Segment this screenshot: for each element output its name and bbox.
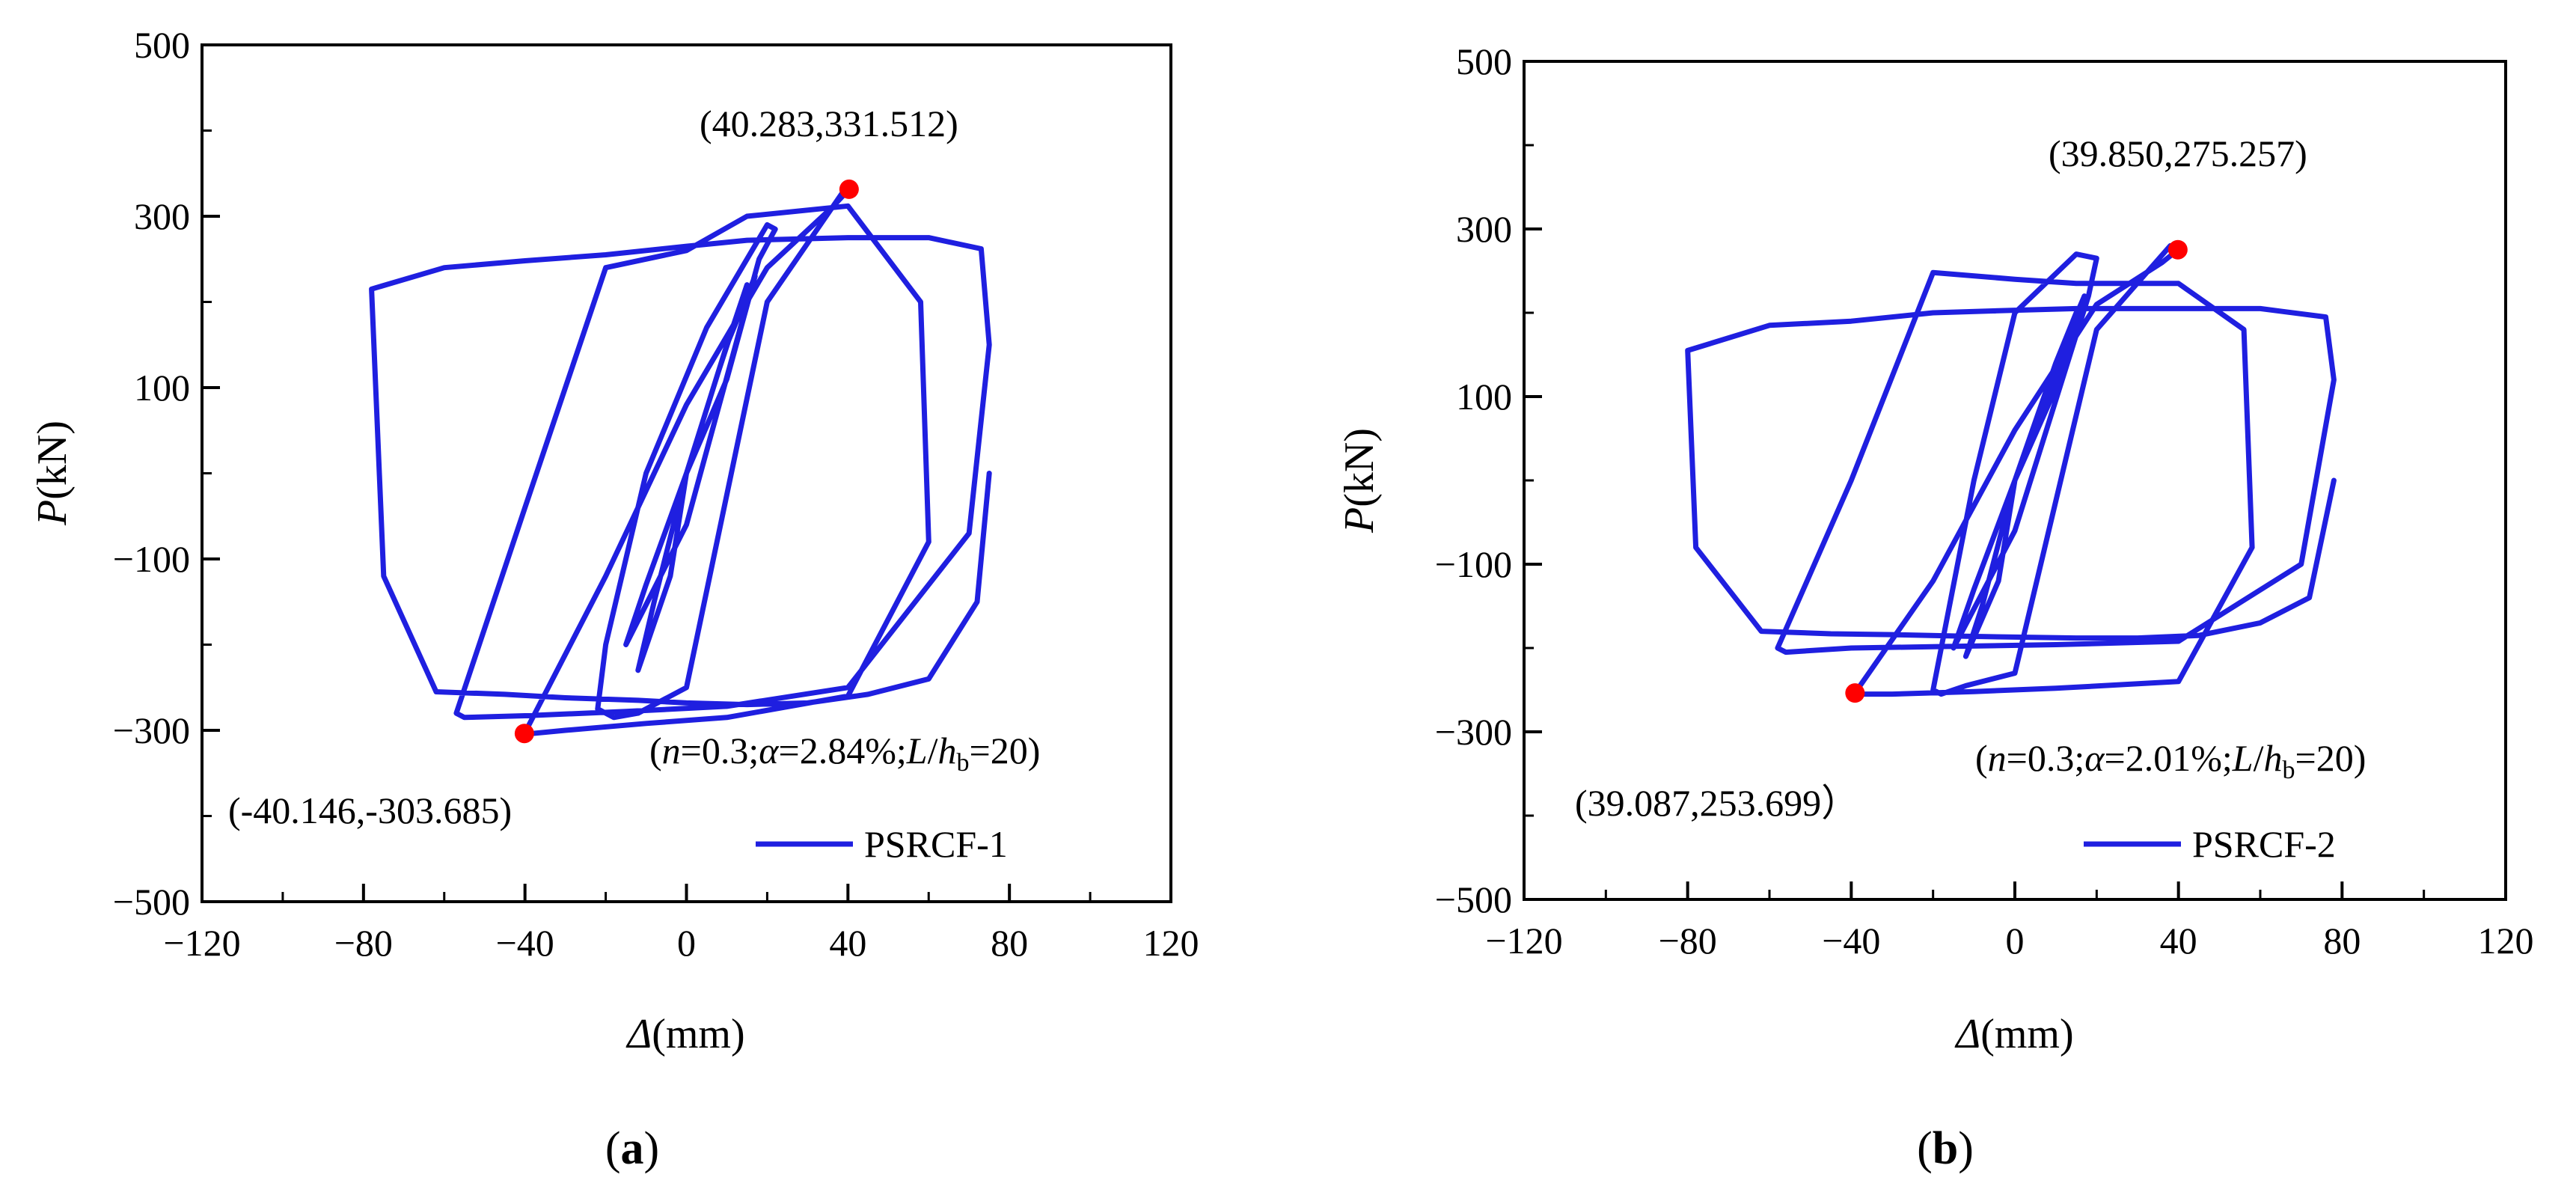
- peak-points: [514, 179, 859, 744]
- x-tick-label: −120: [1485, 920, 1562, 962]
- y-tick-label: −500: [1435, 878, 1512, 920]
- y-tick-label: −100: [113, 538, 190, 580]
- parameter-label: (n=0.3;α=2.01%;L/hb=20): [1975, 737, 2366, 784]
- x-tick-label: 120: [2478, 920, 2534, 962]
- hysteresis-curve: [1685, 242, 2337, 697]
- x-ticks: −120 −80 −40 0 40 80 120: [1485, 881, 2534, 962]
- y-ticks: 500 300 100 −100 −300 −500: [1435, 40, 1542, 920]
- x-tick-label: −80: [1659, 920, 1717, 962]
- y-tick-label: −500: [113, 881, 190, 923]
- panel-label: (b): [1917, 1123, 1974, 1174]
- peak-point: [839, 179, 859, 199]
- x-tick-label: 40: [829, 922, 866, 964]
- x-tick-label: 0: [677, 922, 696, 964]
- y-tick-label: −100: [1435, 543, 1512, 585]
- peak-points: [1845, 239, 2188, 703]
- peak-point: [1845, 683, 1865, 703]
- x-tick-label: −120: [163, 922, 240, 964]
- chart-panel-a: −120 −80 −40 0 40 80 120 500 300 100 −100 −300 −500…: [29, 24, 1199, 1174]
- y-tick-label: 300: [1456, 208, 1512, 250]
- y-tick-label: 300: [134, 195, 190, 237]
- x-tick-label: 40: [2160, 920, 2197, 962]
- x-tick-label: −80: [334, 922, 393, 964]
- y-axis-label: P(kN): [1336, 428, 1383, 534]
- annotation-min: (39.087,253.699）: [1575, 782, 1858, 824]
- y-tick-label: 100: [134, 367, 190, 409]
- x-tick-label: −40: [1822, 920, 1880, 962]
- parameter-label: (n=0.3;α=2.84%;L/hb=20): [649, 730, 1040, 777]
- y-tick-label: 500: [1456, 40, 1512, 82]
- legend: PSRCF-1: [756, 823, 1008, 865]
- peak-point: [2167, 239, 2188, 260]
- annotation-min: (-40.146,-303.685): [228, 789, 512, 831]
- y-tick-label: −300: [1435, 711, 1512, 753]
- x-tick-label: 80: [2323, 920, 2361, 962]
- panel-label: (a): [605, 1123, 659, 1174]
- chart-panel-b: −120 −80 −40 0 40 80 120 500 300 100 −100 −300 −500…: [1336, 40, 2534, 1174]
- legend-label: PSRCF-1: [864, 823, 1008, 865]
- annotation-max: (40.283,331.512): [700, 103, 958, 144]
- legend-label: PSRCF-2: [2192, 823, 2336, 865]
- x-ticks: −120 −80 −40 0 40 80 120: [163, 884, 1199, 964]
- legend: PSRCF-2: [2084, 823, 2336, 865]
- hysteresis-curve: [369, 186, 992, 738]
- x-axis-label: Δ(mm): [625, 1011, 744, 1057]
- y-tick-label: 100: [1456, 376, 1512, 418]
- x-tick-label: 80: [991, 922, 1028, 964]
- x-tick-label: −40: [496, 922, 554, 964]
- x-tick-label: 0: [2006, 920, 2025, 962]
- peak-point: [514, 724, 534, 744]
- y-ticks: 500 300 100 −100 −300 −500: [113, 24, 220, 923]
- y-tick-label: −300: [113, 709, 190, 751]
- x-axis-label: Δ(mm): [1954, 1011, 2073, 1057]
- y-axis-label: P(kN): [29, 421, 76, 526]
- x-tick-label: 120: [1143, 922, 1199, 964]
- y-tick-label: 500: [134, 24, 190, 66]
- annotation-max: (39.850,275.257): [2049, 132, 2307, 174]
